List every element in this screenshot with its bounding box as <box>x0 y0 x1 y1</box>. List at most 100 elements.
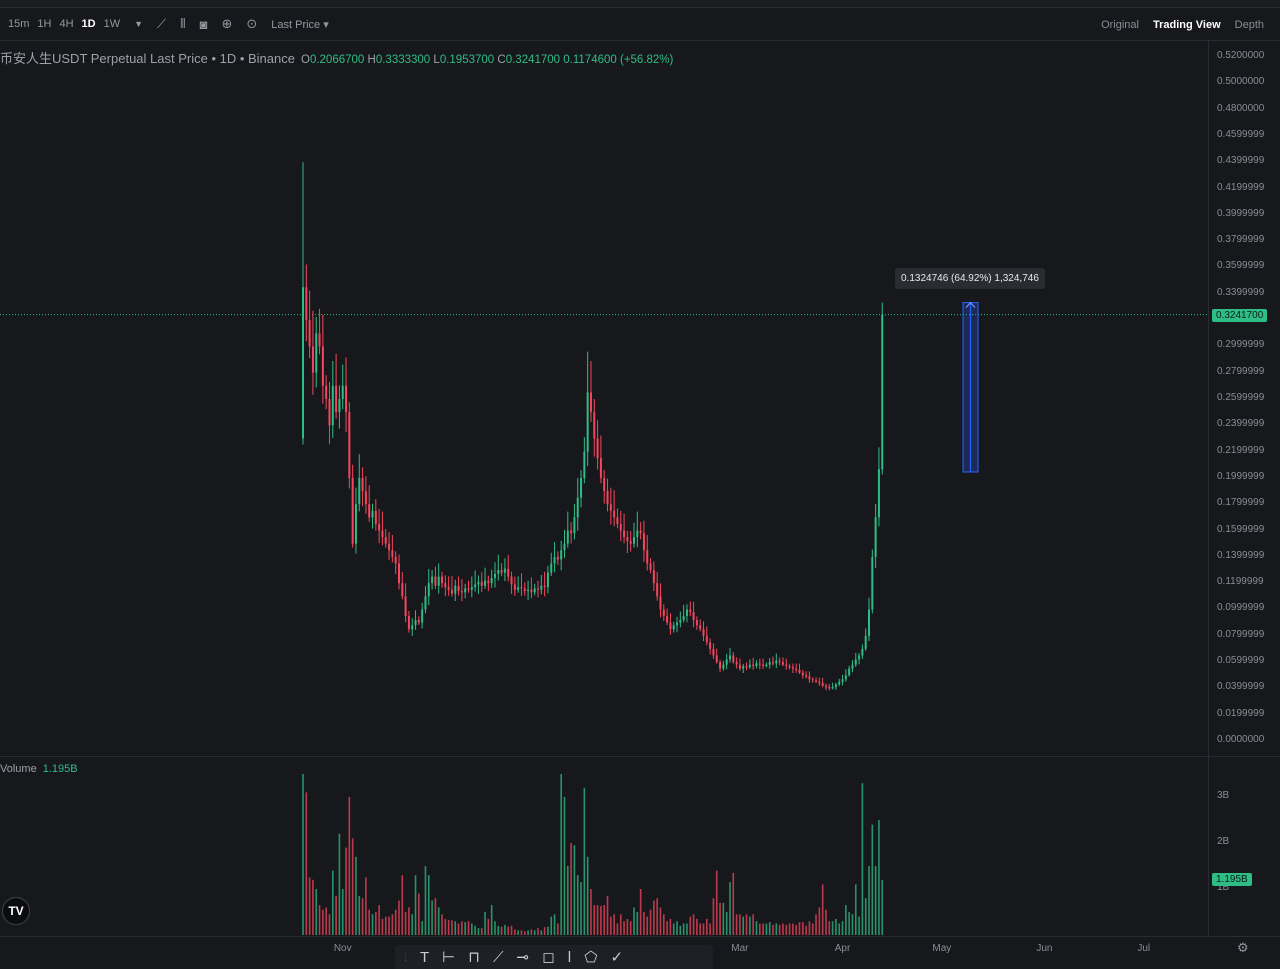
shape-icon[interactable]: ⬠ <box>584 949 598 966</box>
volume-bar <box>719 902 721 935</box>
volume-bar <box>563 797 566 935</box>
vertical-line-icon[interactable]: ǀ <box>567 948 572 966</box>
candle-body <box>427 583 430 597</box>
volume-bar <box>722 902 725 935</box>
volume-bar <box>391 914 394 935</box>
volume-bar <box>636 912 639 935</box>
volume-bar <box>375 912 377 935</box>
volume-bar <box>666 921 668 935</box>
volume-bar <box>464 922 466 935</box>
candle-body <box>755 663 758 667</box>
time-axis[interactable]: Nov Mar Apr May Jun Jul <box>0 936 1280 960</box>
candle-body <box>732 655 735 663</box>
candle-body <box>493 573 496 578</box>
candle-body <box>364 491 367 505</box>
caret-down-icon[interactable]: ▼ <box>134 19 144 29</box>
candle-body <box>682 616 685 620</box>
candle-body <box>450 589 453 594</box>
timeframe-15m[interactable]: 15m <box>8 18 30 30</box>
horizontal-ray-icon[interactable]: ⊸ <box>516 949 530 966</box>
chart-canvas[interactable] <box>0 0 1208 936</box>
volume-bar <box>838 923 841 935</box>
price-tick: 0.4399999 <box>1217 155 1265 167</box>
candle-body <box>868 609 871 636</box>
last-price-label: 0.3241700 <box>1212 309 1268 322</box>
volume-bar <box>576 875 579 935</box>
volume-bar <box>656 898 658 935</box>
text-icon[interactable]: T <box>420 948 430 966</box>
brush-icon[interactable]: ✓ <box>610 949 624 966</box>
tab-trading-view[interactable]: Trading View <box>1152 18 1221 31</box>
price-axis[interactable]: 0.5200000 0.5000000 0.4800000 0.4599999 0.43… <box>1208 41 1280 936</box>
candle-body <box>666 616 669 623</box>
volume-bar <box>338 833 341 935</box>
volume-bar <box>530 929 533 935</box>
tradingview-logo[interactable]: TV <box>2 897 30 925</box>
pane-separator[interactable] <box>0 756 1280 757</box>
volume-bar <box>811 923 814 935</box>
ohlc-values: O0.2066700 H0.3333300 L0.1953700 C0.3241… <box>301 54 673 66</box>
volume-bar <box>308 877 311 935</box>
volume-bar <box>560 774 562 935</box>
candle-body <box>772 662 775 664</box>
tab-original[interactable]: Original <box>1101 18 1139 31</box>
volume-bar <box>633 907 635 935</box>
candle-body <box>649 563 652 570</box>
volume-bar <box>715 870 718 935</box>
horizontal-measure-icon[interactable]: ⊢ <box>442 949 456 966</box>
timeframe-1h[interactable]: 1H <box>37 18 52 30</box>
tab-depth[interactable]: Depth <box>1234 18 1264 31</box>
volume-bar <box>471 923 473 935</box>
candle-body <box>864 635 867 649</box>
candle-body <box>646 550 649 564</box>
price-tick: 0.1999999 <box>1217 470 1265 482</box>
candle-body <box>374 510 377 524</box>
volume-bar <box>749 916 751 935</box>
measure-tooltip: 0.1324746 (64.92%) 1,324,746 <box>895 268 1045 289</box>
volume-bar <box>408 907 410 935</box>
candle-body <box>407 616 410 630</box>
candle-body <box>315 333 318 373</box>
volume-bar <box>858 916 860 935</box>
timeframe-1w[interactable]: 1W <box>103 18 121 30</box>
candle-body <box>421 609 424 623</box>
note-icon[interactable]: ◻ <box>542 949 555 966</box>
time-tick: Apr <box>834 943 851 954</box>
volume-bar <box>828 921 831 935</box>
settings-icon[interactable]: ⚙ <box>1237 940 1249 955</box>
price-tick: 0.4599999 <box>1217 128 1265 140</box>
candle-body <box>728 655 731 660</box>
chart-type-icon[interactable]: ⫴ <box>180 16 186 31</box>
candle-body <box>841 679 844 682</box>
volume-bar <box>444 918 447 935</box>
volume-bar <box>821 884 824 935</box>
price-tick: 0.1599999 <box>1217 523 1265 535</box>
volume-bar <box>427 875 430 935</box>
volume-bar <box>305 792 308 935</box>
trend-line-icon[interactable]: ⟋ <box>492 948 504 966</box>
volume-bar <box>758 923 761 935</box>
replay-icon[interactable]: ⊙ <box>246 16 258 31</box>
candle-body <box>854 659 857 665</box>
volume-bar <box>451 920 453 935</box>
candle-body <box>583 451 586 478</box>
add-icon[interactable]: ⊕ <box>221 16 233 31</box>
volume-bar <box>818 907 821 935</box>
timeframe-1d[interactable]: 1D <box>81 18 96 30</box>
volume-bar <box>805 925 807 935</box>
volume-bar <box>302 774 304 935</box>
camera-icon[interactable]: ◙ <box>199 16 208 32</box>
candle-body <box>335 385 338 413</box>
volume-bar <box>431 900 433 935</box>
volume-bar <box>527 930 529 935</box>
candle-body <box>633 537 635 544</box>
volume-bar <box>709 923 711 935</box>
price-source-dropdown[interactable]: Last Price ▾ <box>271 18 329 31</box>
indicator-icon[interactable]: ⟋ <box>157 16 167 31</box>
volume-bar <box>699 923 701 935</box>
drag-handle-icon[interactable]: ⋮ <box>401 951 410 962</box>
candle-body <box>527 589 530 592</box>
rectangle-icon[interactable]: ⊓ <box>468 949 480 966</box>
timeframe-4h[interactable]: 4H <box>59 18 74 30</box>
volume-bar <box>378 905 380 935</box>
